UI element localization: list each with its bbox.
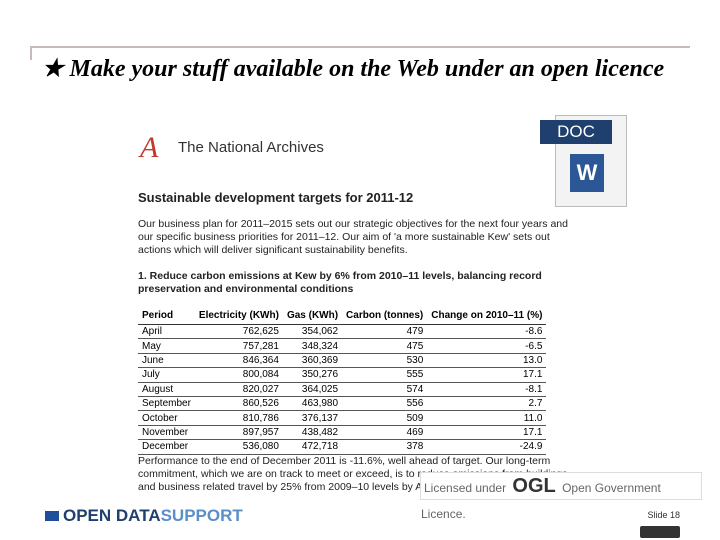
table-row: August 820,027 364,025 574 -8.1 — [138, 382, 547, 397]
licence-name: Open Government Licence. — [421, 481, 661, 521]
table-cell: -6.5 — [427, 338, 547, 354]
table-cell: 475 — [342, 338, 428, 354]
column-header: Gas (KWh) — [282, 310, 343, 325]
table-cell: 348,324 — [282, 338, 343, 354]
table-cell: 530 — [342, 353, 428, 369]
table-cell: December — [138, 439, 195, 455]
licence-prefix: Licensed under — [424, 481, 507, 495]
table-cell: May — [138, 338, 195, 354]
column-header: Change on 2010–11 (%) — [427, 310, 547, 325]
table-cell: April — [138, 324, 195, 340]
slide-title: ★ Make your stuff available on the Web u… — [42, 56, 665, 82]
table-row: July 800,084 350,276 555 17.1 — [138, 367, 547, 383]
column-header: Carbon (tonnes) — [342, 310, 428, 325]
table-cell: 846,364 — [194, 353, 283, 369]
doc-intro: Our business plan for 2011–2015 sets out… — [138, 218, 568, 256]
table-cell: 17.1 — [427, 367, 547, 383]
table-cell: September — [138, 396, 195, 412]
table-cell: 360,369 — [282, 353, 343, 369]
table-cell: October — [138, 410, 195, 426]
table-header: Period Electricity (KWh) Gas (KWh) Carbon (… — [138, 310, 547, 325]
table-cell: 574 — [342, 382, 428, 397]
table-cell: 438,482 — [282, 425, 343, 441]
doc-heading: Sustainable development targets for 2011… — [138, 190, 414, 205]
table-cell: 2.7 — [427, 396, 547, 412]
table-cell: August — [138, 382, 195, 397]
table-row: October 810,786 376,137 509 11.0 — [138, 410, 547, 426]
table-row: April 762,625 354,062 479 -8.6 — [138, 324, 547, 340]
archives-logo: A The National Archives — [140, 131, 324, 164]
table-cell: 479 — [342, 324, 428, 340]
footer-logo: OPEN DATASUPPORT — [45, 506, 243, 526]
doc-icon: DOC W — [540, 115, 627, 207]
table-cell: 354,062 — [282, 324, 343, 340]
table-cell: -8.1 — [427, 382, 547, 397]
table-wrap: Period Electricity (KWh) Gas (KWh) Carbon (… — [138, 310, 547, 455]
licence-logo: OGL — [512, 475, 556, 497]
table-cell: 860,526 — [194, 396, 283, 412]
emissions-table: Period Electricity (KWh) Gas (KWh) Carbon (… — [138, 310, 547, 455]
archives-name: The National Archives — [178, 139, 324, 156]
table-cell: 800,084 — [194, 367, 283, 383]
table-cell: 556 — [342, 396, 428, 412]
doc-label: DOC — [540, 120, 612, 144]
rule-tick — [30, 46, 32, 60]
table-cell: June — [138, 353, 195, 369]
table-cell: 757,281 — [194, 338, 283, 354]
licence-badge: Licensed under OGL Open Government Licen… — [420, 472, 702, 521]
table-cell: 810,786 — [194, 410, 283, 426]
table-cell: 364,025 — [282, 382, 343, 397]
table-row: September 860,526 463,980 556 2.7 — [138, 396, 547, 412]
doc-point: 1. Reduce carbon emissions at Kew by 6% … — [138, 270, 542, 295]
table-cell: 17.1 — [427, 425, 547, 441]
table-cell: 469 — [342, 425, 428, 441]
table-cell: 11.0 — [427, 410, 547, 426]
table-cell: 13.0 — [427, 353, 547, 369]
table-cell: 555 — [342, 367, 428, 383]
column-header: Period — [138, 310, 195, 325]
cc-icon — [640, 526, 680, 538]
table-cell: -8.6 — [427, 324, 547, 340]
table-cell: 376,137 — [282, 410, 343, 426]
slide-number: Slide 18 — [647, 510, 680, 520]
table-cell: 350,276 — [282, 367, 343, 383]
table-cell: 897,957 — [194, 425, 283, 441]
footer-logo-a: OPEN DATA — [63, 506, 161, 525]
table-cell: 378 — [342, 439, 428, 455]
table-cell: July — [138, 367, 195, 383]
table-cell: -24.9 — [427, 439, 547, 455]
table-cell: 762,625 — [194, 324, 283, 340]
column-header: Electricity (KWh) — [194, 310, 283, 325]
table-cell: 536,080 — [194, 439, 283, 455]
table-row: May 757,281 348,324 475 -6.5 — [138, 338, 547, 354]
table-cell: November — [138, 425, 195, 441]
table-cell: 820,027 — [194, 382, 283, 397]
table-cell: 472,718 — [282, 439, 343, 455]
table-cell: 509 — [342, 410, 428, 426]
table-row: December 536,080 472,718 378 -24.9 — [138, 439, 547, 455]
table-row: June 846,364 360,369 530 13.0 — [138, 353, 547, 369]
top-rule — [30, 46, 690, 48]
table-cell: 463,980 — [282, 396, 343, 412]
table-row: November 897,957 438,482 469 17.1 — [138, 425, 547, 441]
footer-logo-b: SUPPORT — [160, 506, 243, 525]
word-logo: W — [570, 154, 604, 192]
